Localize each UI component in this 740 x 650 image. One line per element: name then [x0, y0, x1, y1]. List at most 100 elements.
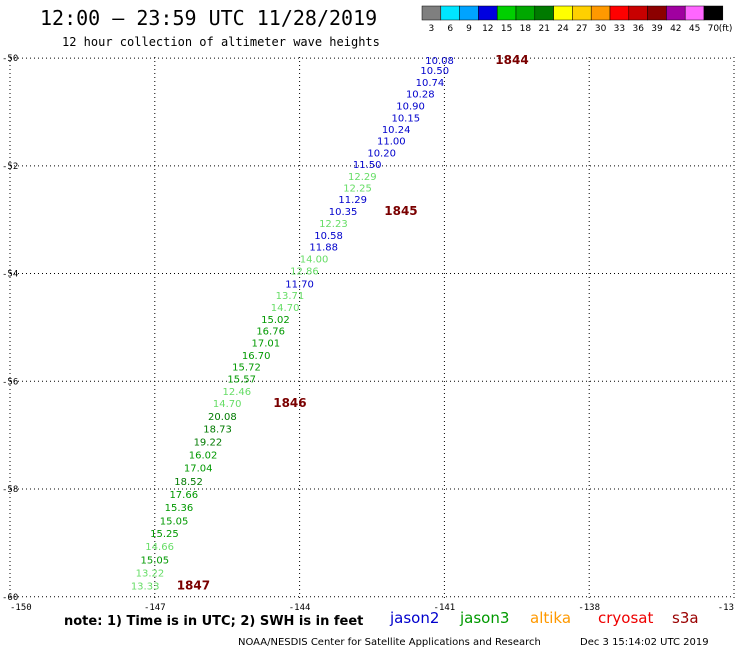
wave-height-value: 11.00 [377, 136, 406, 147]
wave-height-value: 10.50 [420, 66, 449, 77]
legend-label: 21 [538, 24, 549, 34]
time-marker: 1844 [495, 53, 528, 67]
x-tick-label: -144 [289, 603, 311, 613]
y-tick-label: -50 [2, 54, 18, 64]
wave-height-value: 13.22 [136, 569, 165, 580]
legend-label: 42 [670, 24, 681, 34]
legend-label: 18 [520, 24, 532, 34]
wave-height-value: 12.23 [319, 219, 348, 230]
legend-label: 45 [689, 24, 700, 34]
wave-height-values: 10.0810.5010.7410.2810.9010.1510.2411.00… [131, 56, 454, 592]
wave-height-value: 15.36 [165, 503, 194, 514]
legend-label: 6 [447, 24, 453, 34]
legend-label: 39 [651, 24, 663, 34]
plot-area: -50-52-54-56-58-60 -150 -147 -144 -141 -138-… [2, 53, 735, 613]
mission-label: s3a [672, 609, 699, 627]
legend-label: 27 [576, 24, 587, 34]
legend-label: 24 [557, 24, 569, 34]
mission-legend: jason2 jason3 altika cryosat s3a [389, 609, 699, 627]
legend-swatch [515, 5, 536, 21]
wave-height-value: 15.02 [261, 315, 290, 326]
chart-title: 12:00 — 23:59 UTC 11/28/2019 [40, 6, 377, 30]
wave-height-value: 10.08 [425, 56, 454, 67]
wave-height-value: 18.73 [203, 425, 232, 436]
x-tick-label: -141 [434, 603, 456, 613]
wave-height-value: 20.08 [208, 412, 237, 423]
legend-swatch [459, 5, 479, 21]
wave-height-value: 17.66 [169, 490, 198, 501]
legend-label: 70 [708, 24, 720, 34]
wave-height-value: 12.29 [348, 172, 377, 183]
timestamp-text: Dec 3 15:14:02 UTC 2019 [580, 637, 709, 648]
x-tick-label: -150 [10, 603, 32, 613]
wave-height-value: 12.25 [343, 183, 372, 194]
color-legend: 3 6 9 12 15 18 21 24 27 30 33 36 39 42 45 70 (ft) [421, 5, 733, 34]
x-tick-label: -138 [578, 603, 600, 613]
legend-swatch [553, 5, 573, 21]
mission-label: jason2 [389, 609, 439, 627]
legend-swatch [572, 5, 592, 21]
wave-height-value: 10.28 [406, 90, 435, 101]
wave-height-value: 11.50 [353, 160, 382, 171]
wave-height-value: 10.35 [329, 207, 358, 218]
y-axis-ticks: -50 -52 -54 -56 -58 -60 [2, 54, 18, 603]
wave-height-value: 15.57 [227, 375, 256, 386]
legend-swatch [478, 5, 498, 21]
legend-label: 15 [501, 24, 512, 34]
legend-swatch [684, 5, 705, 21]
wave-height-value: 15.72 [232, 363, 261, 374]
wave-height-value: 10.15 [391, 113, 420, 124]
wave-height-value: 12.86 [290, 266, 319, 277]
wave-height-value: 16.76 [256, 327, 285, 338]
wave-height-value: 11.29 [338, 195, 367, 206]
wave-height-value: 14.66 [145, 542, 174, 553]
legend-label: 30 [595, 24, 607, 34]
legend-swatch [421, 5, 442, 21]
wave-height-value: 11.70 [285, 279, 314, 290]
legend-label: 36 [632, 24, 644, 34]
wave-height-value: 14.00 [300, 254, 329, 265]
legend-swatch [590, 5, 611, 21]
legend-label: 9 [466, 24, 472, 34]
chart-subtitle: 12 hour collection of altimeter wave hei… [62, 35, 380, 49]
mission-label: cryosat [598, 609, 653, 627]
wave-height-value: 14.70 [271, 303, 300, 314]
wave-height-value: 12.46 [223, 387, 252, 398]
legend-unit: (ft) [719, 24, 733, 34]
note-text: note: 1) Time is in UTC; 2) SWH is in fe… [64, 614, 363, 629]
legend-label: 33 [614, 24, 625, 34]
x-axis-ticks: -150 -147 -144 -141 -138 -13 [10, 603, 734, 613]
legend-swatch [666, 5, 686, 21]
wave-height-value: 15.25 [150, 529, 179, 540]
legend-swatch [628, 5, 648, 21]
legend-swatch [496, 5, 517, 21]
time-marker: 1845 [384, 204, 417, 218]
wave-height-value: 10.74 [416, 78, 445, 89]
wave-height-value: 10.24 [382, 125, 411, 136]
mission-label: altika [530, 609, 571, 627]
wave-height-value: 13.71 [276, 291, 305, 302]
wave-height-value: 15.05 [140, 556, 169, 567]
time-markers: 1844 1845 1846 1847 [177, 53, 529, 592]
legend-swatch [647, 5, 667, 21]
legend-label: 3 [429, 24, 435, 34]
grid-lines [9, 57, 735, 600]
wave-height-value: 18.52 [174, 477, 203, 488]
legend-label: 12 [482, 24, 493, 34]
wave-height-value: 11.88 [309, 243, 338, 254]
wave-height-value: 15.05 [160, 516, 189, 527]
wave-height-value: 10.90 [396, 101, 425, 112]
wave-height-value: 19.22 [194, 438, 223, 449]
credit-text: NOAA/NESDIS Center for Satellite Applica… [238, 637, 541, 648]
time-marker: 1846 [273, 396, 306, 410]
mission-label: jason3 [459, 609, 509, 627]
y-tick-label: -54 [2, 270, 18, 280]
x-tick-label: -147 [144, 603, 166, 613]
y-tick-label: -60 [2, 593, 18, 603]
wave-height-value: 14.70 [213, 399, 242, 410]
wave-height-value: 16.70 [242, 351, 271, 362]
time-marker: 1847 [177, 578, 210, 592]
wave-height-value: 17.01 [251, 339, 280, 350]
y-tick-label: -58 [2, 485, 18, 495]
